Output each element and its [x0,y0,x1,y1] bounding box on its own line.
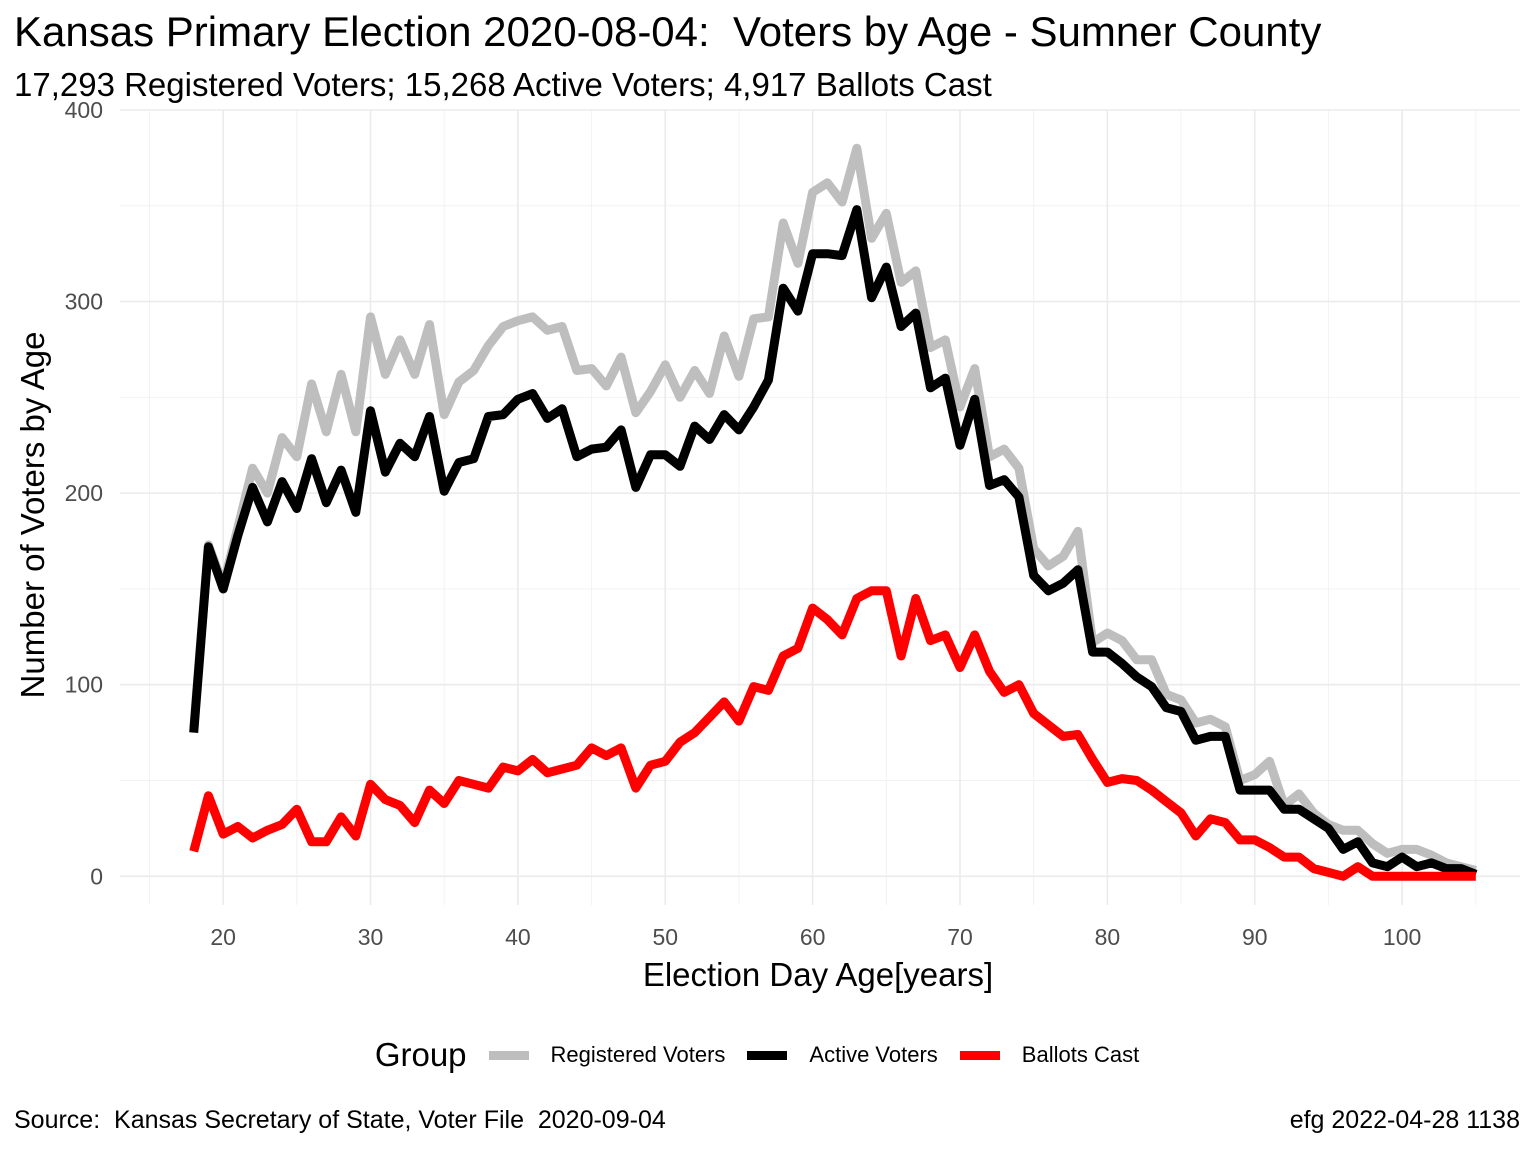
x-tick-label: 100 [1383,924,1421,950]
x-tick-label: 50 [652,924,678,950]
y-tick-label: 100 [65,672,103,698]
legend-label-registered: Registered Voters [550,1042,726,1067]
legend-key-ballots [959,1050,1000,1060]
author-caption: efg 2022-04-28 1138 [1289,1106,1520,1134]
legend-label-ballots: Ballots Cast [1021,1042,1140,1067]
major-gridlines [120,109,1520,905]
x-tick-label: 90 [1242,924,1268,950]
x-tick-label: 80 [1095,924,1121,950]
series-line-registered-voters [189,143,1477,875]
y-tick-label: 0 [90,863,103,889]
series-line-ballots-cast [189,586,1476,881]
x-tick-label: 60 [800,924,826,950]
x-tick-label: 70 [947,924,973,950]
line-chart: 20 30 40 50 60 70 80 90 100 0 100 200 300 400 Electi… [14,97,1520,993]
legend-key-active [747,1050,788,1060]
x-tick-label: 20 [210,924,236,950]
source-caption: Source: Kansas Secretary of State, Voter… [14,1106,666,1134]
x-tick-label: 30 [358,924,384,950]
chart-subtitle: 17,293 Registered Voters; 15,268 Active … [14,66,992,103]
legend-item-registered: Registered Voters [488,1042,726,1068]
y-tick-label: 200 [65,480,103,506]
series-lines [189,143,1478,881]
legend-title: Group [374,1036,467,1073]
y-axis-tick-labels: 0 100 200 300 400 [65,97,103,889]
chart-title: Kansas Primary Election 2020-08-04: Vote… [14,8,1322,55]
chart-legend: Group Registered Voters Active Voters Ba… [0,1036,1536,1074]
minor-gridlines [120,110,1520,905]
y-tick-label: 400 [65,97,103,123]
legend-item-active: Active Voters [747,1042,938,1068]
y-tick-label: 300 [65,289,103,315]
x-axis-label: Election Day Age[years] [643,956,993,993]
x-axis-tick-labels: 20 30 40 50 60 70 80 90 100 [210,924,1421,950]
x-tick-label: 40 [505,924,531,950]
series-line-active-voters [189,205,1478,879]
legend-key-registered [488,1050,529,1060]
legend-item-ballots: Ballots Cast [959,1042,1140,1068]
y-axis-label: Number of Voters by Age [14,332,51,699]
legend-label-active: Active Voters [809,1042,938,1067]
